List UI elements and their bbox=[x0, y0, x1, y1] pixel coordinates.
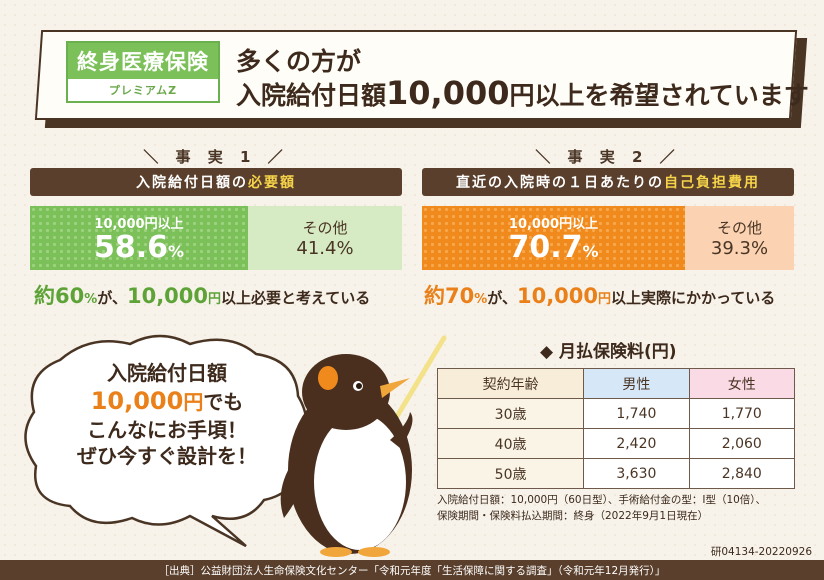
fact1-main-segment: 10,000円以上 58.6% bbox=[30, 206, 248, 270]
fact2-other-label: その他 bbox=[716, 219, 762, 237]
speech-bubble bbox=[24, 334, 308, 548]
fact2-other-segment: その他 39.3% bbox=[685, 206, 794, 270]
headline-pre: 入院給付日額 bbox=[236, 81, 387, 110]
document-code: 研04134-20220926 bbox=[710, 546, 812, 558]
fact2-summary-num: 70 bbox=[445, 284, 475, 308]
bubble-amount: 10,000 bbox=[90, 387, 184, 415]
fact2-title-highlight: 自己負担費用 bbox=[664, 175, 760, 191]
fact2-summary-pct: % bbox=[474, 292, 488, 307]
header-male: 男性 bbox=[583, 368, 690, 399]
fact1-main-pct: 58.6 bbox=[93, 229, 168, 265]
row-female: 1,770 bbox=[688, 398, 796, 429]
headline-post: 以上を希望されています bbox=[534, 81, 809, 110]
fact1-other-pct: 41.4% bbox=[296, 238, 354, 259]
row-age: 50歳 bbox=[436, 458, 585, 489]
fact2-main-segment: 10,000円以上 70.7% bbox=[422, 206, 685, 270]
fact2-summary-post: 以上実際にかかっている bbox=[611, 289, 776, 307]
product-badge: 終身医療保険 プレミアムZ bbox=[66, 41, 220, 103]
note-line2: 保険期間・保険料払込期間：終身（2022年9月1日現在） bbox=[437, 510, 709, 523]
fact1-title-bar: 入院給付日額の 必要額 bbox=[30, 168, 402, 196]
fact1-pct-unit: % bbox=[168, 241, 185, 261]
fact1-summary-amount: 10,000 bbox=[126, 284, 209, 308]
bubble-line1: 入院給付日額 bbox=[107, 361, 227, 385]
header-age: 契約年齢 bbox=[436, 368, 585, 399]
fact1-summary-ga: が、 bbox=[97, 289, 127, 307]
table-note: 入院給付日額：10,000円（60日型）、手術給付金の型：Ⅰ型（10倍）、 保険… bbox=[437, 492, 766, 525]
fact1-main-label: 10,000円以上 bbox=[94, 216, 184, 232]
fact2-bar: 10,000円以上 70.7% その他 39.3% bbox=[422, 206, 794, 270]
premium-table: 契約年齢 男性 女性 30歳 1,740 1,770 40歳 2,420 2,0… bbox=[436, 368, 796, 489]
fact1-summary-yen: 円 bbox=[208, 292, 222, 307]
table-row: 50歳 3,630 2,840 bbox=[436, 458, 796, 489]
header-female: 女性 bbox=[688, 368, 796, 399]
fact2-title: 直近の入院時の１日あたりの bbox=[456, 175, 664, 191]
headline-line2: 入院給付日額10,000円以上を希望されています bbox=[236, 74, 809, 112]
bubble-text: 入院給付日額 10,000円でも こんなにお手頃！ ぜひ今すぐ設計を！ bbox=[36, 360, 298, 469]
fact2-summary-ga: が、 bbox=[487, 289, 517, 307]
fact2-main-label: 10,000円以上 bbox=[508, 216, 599, 232]
fact2-title-bar: 直近の入院時の１日あたりの 自己負担費用 bbox=[422, 168, 794, 196]
fact2-main-pct: 70.7 bbox=[508, 229, 583, 265]
fact2-summary-yen: 円 bbox=[598, 292, 612, 307]
row-male: 1,740 bbox=[583, 398, 690, 429]
fact1-summary-pre: 約 bbox=[34, 284, 55, 308]
fact2-label: ＼ 事 実 2 ／ bbox=[535, 148, 681, 166]
fact1-other-label: その他 bbox=[302, 219, 348, 237]
product-name: 終身医療保険 bbox=[68, 43, 218, 79]
fact1-summary: 約60%が、10,000円以上必要と考えている bbox=[34, 280, 370, 310]
row-female: 2,060 bbox=[688, 428, 796, 459]
table-title: ◆ 月払保険料(円) bbox=[540, 342, 677, 362]
bubble-yen: 円 bbox=[183, 390, 204, 414]
fact2-pct-unit: % bbox=[582, 241, 599, 261]
fact1-title-highlight: 必要額 bbox=[248, 175, 296, 191]
bubble-line3: こんなにお手頃！ bbox=[87, 418, 247, 443]
fact2-summary-pre: 約 bbox=[424, 284, 445, 308]
row-age: 40歳 bbox=[436, 428, 585, 459]
headline-line1: 多くの方が bbox=[236, 47, 362, 76]
footer-source: ［出典］公益財団法人生命保険文化センター「令和元年度「生活保障に関する調査」（令… bbox=[0, 560, 824, 580]
table-row: 30歳 1,740 1,770 bbox=[436, 398, 796, 429]
fact1-title: 入院給付日額の bbox=[136, 175, 248, 191]
row-age: 30歳 bbox=[436, 398, 585, 429]
fact1-label: ＼ 事 実 1 ／ bbox=[143, 148, 289, 166]
row-male: 2,420 bbox=[583, 428, 690, 459]
fact2-summary-amount: 10,000 bbox=[516, 284, 599, 308]
fact1-bar: 10,000円以上 58.6% その他 41.4% bbox=[30, 206, 402, 270]
fact1-summary-num: 60 bbox=[55, 284, 85, 308]
fact1-other-segment: その他 41.4% bbox=[248, 206, 402, 270]
bubble-line2-post: でも bbox=[203, 390, 244, 414]
fact1-summary-post: 以上必要と考えている bbox=[221, 289, 371, 307]
table-header-row: 契約年齢 男性 女性 bbox=[436, 368, 796, 399]
fact2-summary: 約70%が、10,000円以上実際にかかっている bbox=[424, 280, 775, 310]
note-line1: 入院給付日額：10,000円（60日型）、手術給付金の型：Ⅰ型（10倍）、 bbox=[437, 494, 767, 506]
row-male: 3,630 bbox=[583, 458, 690, 489]
bubble-line4: ぜひ今すぐ設計を！ bbox=[77, 444, 257, 469]
penguin-icon bbox=[280, 335, 447, 557]
fact1-summary-pct: % bbox=[84, 292, 98, 307]
row-female: 2,840 bbox=[688, 458, 796, 489]
product-subname: プレミアムZ bbox=[108, 84, 178, 97]
headline-yen: 円 bbox=[509, 81, 535, 110]
headline-amount: 10,000 bbox=[386, 74, 510, 112]
fact2-other-pct: 39.3% bbox=[710, 238, 769, 259]
table-row: 40歳 2,420 2,060 bbox=[436, 428, 796, 459]
